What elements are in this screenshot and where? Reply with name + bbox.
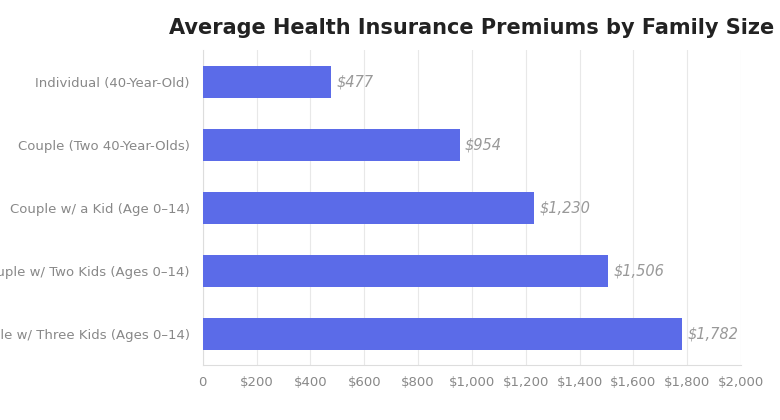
Bar — [203, 66, 332, 98]
Text: $1,782: $1,782 — [688, 326, 739, 341]
Bar — [203, 192, 534, 224]
Title: Average Health Insurance Premiums by Family Size: Average Health Insurance Premiums by Fam… — [169, 18, 775, 38]
Text: $1,506: $1,506 — [613, 263, 665, 278]
Bar — [203, 129, 459, 161]
Bar — [203, 318, 682, 350]
Text: $1,230: $1,230 — [539, 200, 590, 215]
Text: $477: $477 — [336, 74, 374, 89]
Bar — [203, 255, 608, 287]
Text: $954: $954 — [465, 137, 502, 152]
